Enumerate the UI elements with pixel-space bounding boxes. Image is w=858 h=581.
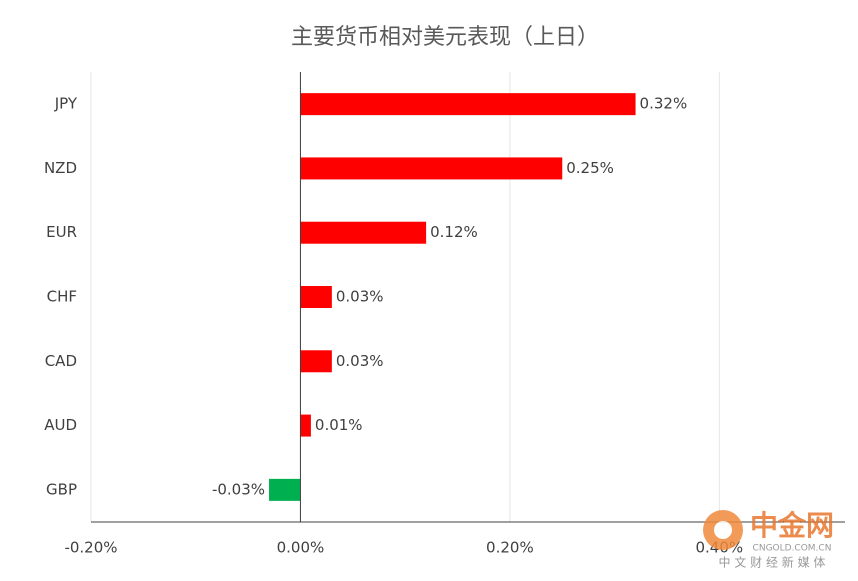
- y-tick-label: JPY: [54, 95, 78, 113]
- y-tick-label: GBP: [46, 480, 77, 498]
- bar: [300, 157, 563, 180]
- watermark-site: CNGOLD.COM.CN: [753, 544, 832, 554]
- y-tick-label: NZD: [44, 159, 77, 177]
- x-tick-label: 0.20%: [486, 539, 534, 557]
- y-tick-label: CAD: [45, 352, 77, 370]
- value-label: -0.03%: [212, 480, 265, 498]
- y-tick-label: CHF: [47, 288, 77, 306]
- value-label: 0.03%: [336, 352, 384, 370]
- value-label: 0.01%: [315, 416, 363, 434]
- y-tick-label: EUR: [46, 223, 77, 241]
- x-tick-label: 0.00%: [277, 539, 325, 557]
- watermark-logo: [714, 521, 732, 539]
- watermark-slogan: 中 文 财 经 新 媒 体: [719, 555, 826, 570]
- value-label: 0.03%: [336, 288, 384, 306]
- watermark: 中金网 CNGOLD.COM.CN 中 文 财 经 新 媒 体: [703, 509, 834, 570]
- bar: [300, 350, 332, 373]
- value-label: 0.12%: [430, 223, 478, 241]
- watermark-name: 中金网: [750, 509, 834, 542]
- bar: [300, 414, 311, 437]
- value-label: 0.25%: [566, 159, 614, 177]
- value-label: 0.32%: [640, 95, 688, 113]
- bar: [300, 221, 427, 244]
- y-tick-label: AUD: [44, 416, 77, 434]
- bar: [269, 478, 301, 501]
- bar: [300, 93, 636, 116]
- bar: [300, 286, 332, 308]
- chart-title: 主要货币相对美元表现（上日）: [291, 25, 599, 50]
- x-tick-label: -0.20%: [64, 539, 117, 557]
